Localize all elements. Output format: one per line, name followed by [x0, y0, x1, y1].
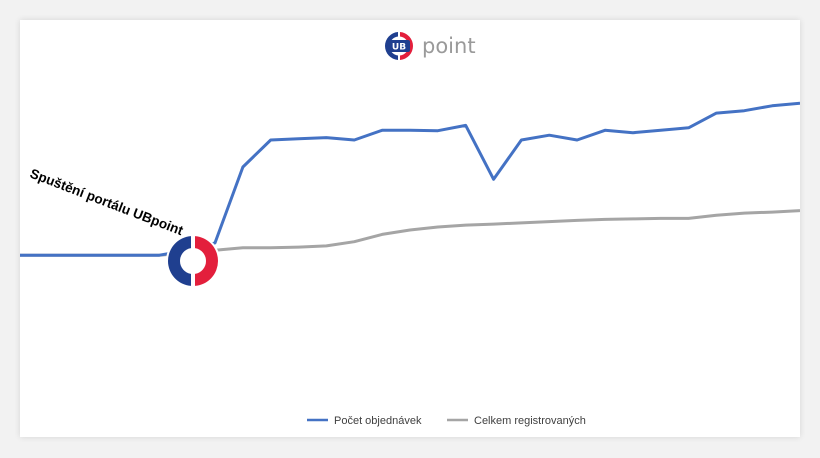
- series-layer: [20, 101, 800, 257]
- logo-badge-text: UB: [392, 43, 406, 53]
- legend: Počet objednávek Celkem registrovaných: [307, 415, 586, 427]
- logo-ring-right-icon: [400, 32, 414, 60]
- line-chart: UB point Spuštění portálu UBpoint Počet …: [20, 32, 800, 427]
- launch-marker-left-icon: [168, 236, 191, 286]
- launch-marker: [166, 234, 220, 288]
- logo-badge-icon: [388, 40, 410, 52]
- legend-label-orders: Počet objednávek: [334, 415, 422, 427]
- launch-marker-right-icon: [195, 236, 218, 286]
- series-line-orders: [20, 101, 800, 257]
- legend-label-registered: Celkem registrovaných: [474, 415, 586, 427]
- logo-wordmark: point: [422, 34, 476, 58]
- ubpoint-logo: UB point: [385, 32, 476, 60]
- chart-frame: UB point Spuštění portálu UBpoint Počet …: [20, 20, 800, 437]
- logo-ring-left-icon: [385, 32, 398, 60]
- launch-annotation: Spuštění portálu UBpoint: [28, 166, 186, 239]
